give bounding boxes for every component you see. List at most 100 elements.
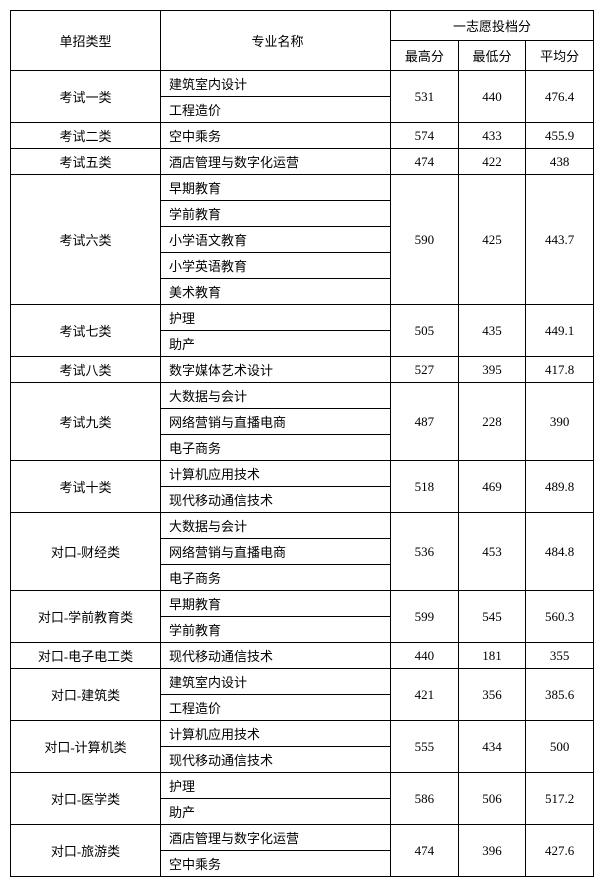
cell-avg: 449.1: [526, 305, 594, 357]
cell-major: 小学英语教育: [161, 253, 391, 279]
cell-major: 网络营销与直播电商: [161, 409, 391, 435]
cell-max: 440: [391, 643, 459, 669]
cell-major: 酒店管理与数字化运营: [161, 149, 391, 175]
cell-major: 小学语文教育: [161, 227, 391, 253]
cell-type: 对口-财经类: [11, 513, 161, 591]
table-row: 对口-计算机类计算机应用技术555434500: [11, 721, 594, 747]
cell-major: 大数据与会计: [161, 383, 391, 409]
cell-type: 对口-计算机类: [11, 721, 161, 773]
cell-type: 对口-医学类: [11, 773, 161, 825]
header-major: 专业名称: [161, 11, 391, 71]
cell-major: 空中乘务: [161, 123, 391, 149]
cell-type: 考试五类: [11, 149, 161, 175]
cell-min: 469: [458, 461, 526, 513]
cell-major: 早期教育: [161, 591, 391, 617]
cell-min: 453: [458, 513, 526, 591]
cell-avg: 355: [526, 643, 594, 669]
cell-min: 433: [458, 123, 526, 149]
table-row: 对口-医学类护理586506517.2: [11, 773, 594, 799]
cell-major: 网络营销与直播电商: [161, 539, 391, 565]
cell-max: 590: [391, 175, 459, 305]
cell-major: 数字媒体艺术设计: [161, 357, 391, 383]
cell-min: 356: [458, 669, 526, 721]
cell-max: 518: [391, 461, 459, 513]
cell-max: 555: [391, 721, 459, 773]
table-row: 考试九类大数据与会计487228390: [11, 383, 594, 409]
cell-major: 工程造价: [161, 695, 391, 721]
header-min: 最低分: [458, 41, 526, 71]
table-row: 考试二类空中乘务574433455.9: [11, 123, 594, 149]
cell-type: 考试八类: [11, 357, 161, 383]
table-row: 考试七类护理505435449.1: [11, 305, 594, 331]
cell-max: 487: [391, 383, 459, 461]
cell-type: 考试二类: [11, 123, 161, 149]
cell-avg: 476.4: [526, 71, 594, 123]
cell-type: 考试十类: [11, 461, 161, 513]
table-row: 对口-建筑类建筑室内设计421356385.6: [11, 669, 594, 695]
cell-major: 护理: [161, 773, 391, 799]
cell-avg: 427.6: [526, 825, 594, 877]
cell-major: 空中乘务: [161, 851, 391, 877]
cell-major: 早期教育: [161, 175, 391, 201]
cell-min: 506: [458, 773, 526, 825]
header-type: 单招类型: [11, 11, 161, 71]
cell-major: 建筑室内设计: [161, 669, 391, 695]
cell-max: 505: [391, 305, 459, 357]
cell-max: 421: [391, 669, 459, 721]
header-avg: 平均分: [526, 41, 594, 71]
table-row: 对口-财经类大数据与会计536453484.8: [11, 513, 594, 539]
cell-avg: 390: [526, 383, 594, 461]
cell-min: 545: [458, 591, 526, 643]
cell-avg: 517.2: [526, 773, 594, 825]
header-max: 最高分: [391, 41, 459, 71]
cell-type: 对口-学前教育类: [11, 591, 161, 643]
cell-major: 美术教育: [161, 279, 391, 305]
cell-major: 助产: [161, 331, 391, 357]
cell-avg: 560.3: [526, 591, 594, 643]
table-row: 对口-学前教育类早期教育599545560.3: [11, 591, 594, 617]
cell-major: 酒店管理与数字化运营: [161, 825, 391, 851]
table-row: 考试六类早期教育590425443.7: [11, 175, 594, 201]
cell-major: 建筑室内设计: [161, 71, 391, 97]
table-row: 考试五类酒店管理与数字化运营474422438: [11, 149, 594, 175]
cell-avg: 443.7: [526, 175, 594, 305]
cell-min: 434: [458, 721, 526, 773]
header-row-1: 单招类型 专业名称 一志愿投档分: [11, 11, 594, 41]
cell-max: 531: [391, 71, 459, 123]
cell-type: 考试七类: [11, 305, 161, 357]
cell-major: 电子商务: [161, 435, 391, 461]
cell-avg: 489.8: [526, 461, 594, 513]
cell-major: 计算机应用技术: [161, 461, 391, 487]
table-row: 对口-旅游类酒店管理与数字化运营474396427.6: [11, 825, 594, 851]
table-body: 考试一类建筑室内设计531440476.4工程造价考试二类空中乘务5744334…: [11, 71, 594, 877]
cell-type: 对口-电子电工类: [11, 643, 161, 669]
cell-type: 考试九类: [11, 383, 161, 461]
cell-max: 474: [391, 149, 459, 175]
cell-min: 395: [458, 357, 526, 383]
table-row: 考试一类建筑室内设计531440476.4: [11, 71, 594, 97]
cell-major: 现代移动通信技术: [161, 747, 391, 773]
cell-major: 现代移动通信技术: [161, 643, 391, 669]
cell-min: 425: [458, 175, 526, 305]
cell-type: 考试六类: [11, 175, 161, 305]
cell-max: 599: [391, 591, 459, 643]
cell-major: 计算机应用技术: [161, 721, 391, 747]
cell-major: 工程造价: [161, 97, 391, 123]
cell-avg: 455.9: [526, 123, 594, 149]
table-row: 考试八类数字媒体艺术设计527395417.8: [11, 357, 594, 383]
table-row: 考试十类计算机应用技术518469489.8: [11, 461, 594, 487]
cell-min: 435: [458, 305, 526, 357]
cell-major: 学前教育: [161, 617, 391, 643]
cell-max: 474: [391, 825, 459, 877]
cell-type: 对口-建筑类: [11, 669, 161, 721]
cell-max: 574: [391, 123, 459, 149]
cell-major: 护理: [161, 305, 391, 331]
cell-avg: 385.6: [526, 669, 594, 721]
cell-type: 对口-旅游类: [11, 825, 161, 877]
cell-avg: 500: [526, 721, 594, 773]
cell-avg: 484.8: [526, 513, 594, 591]
cell-min: 396: [458, 825, 526, 877]
cell-major: 大数据与会计: [161, 513, 391, 539]
cell-major: 助产: [161, 799, 391, 825]
cell-major: 学前教育: [161, 201, 391, 227]
